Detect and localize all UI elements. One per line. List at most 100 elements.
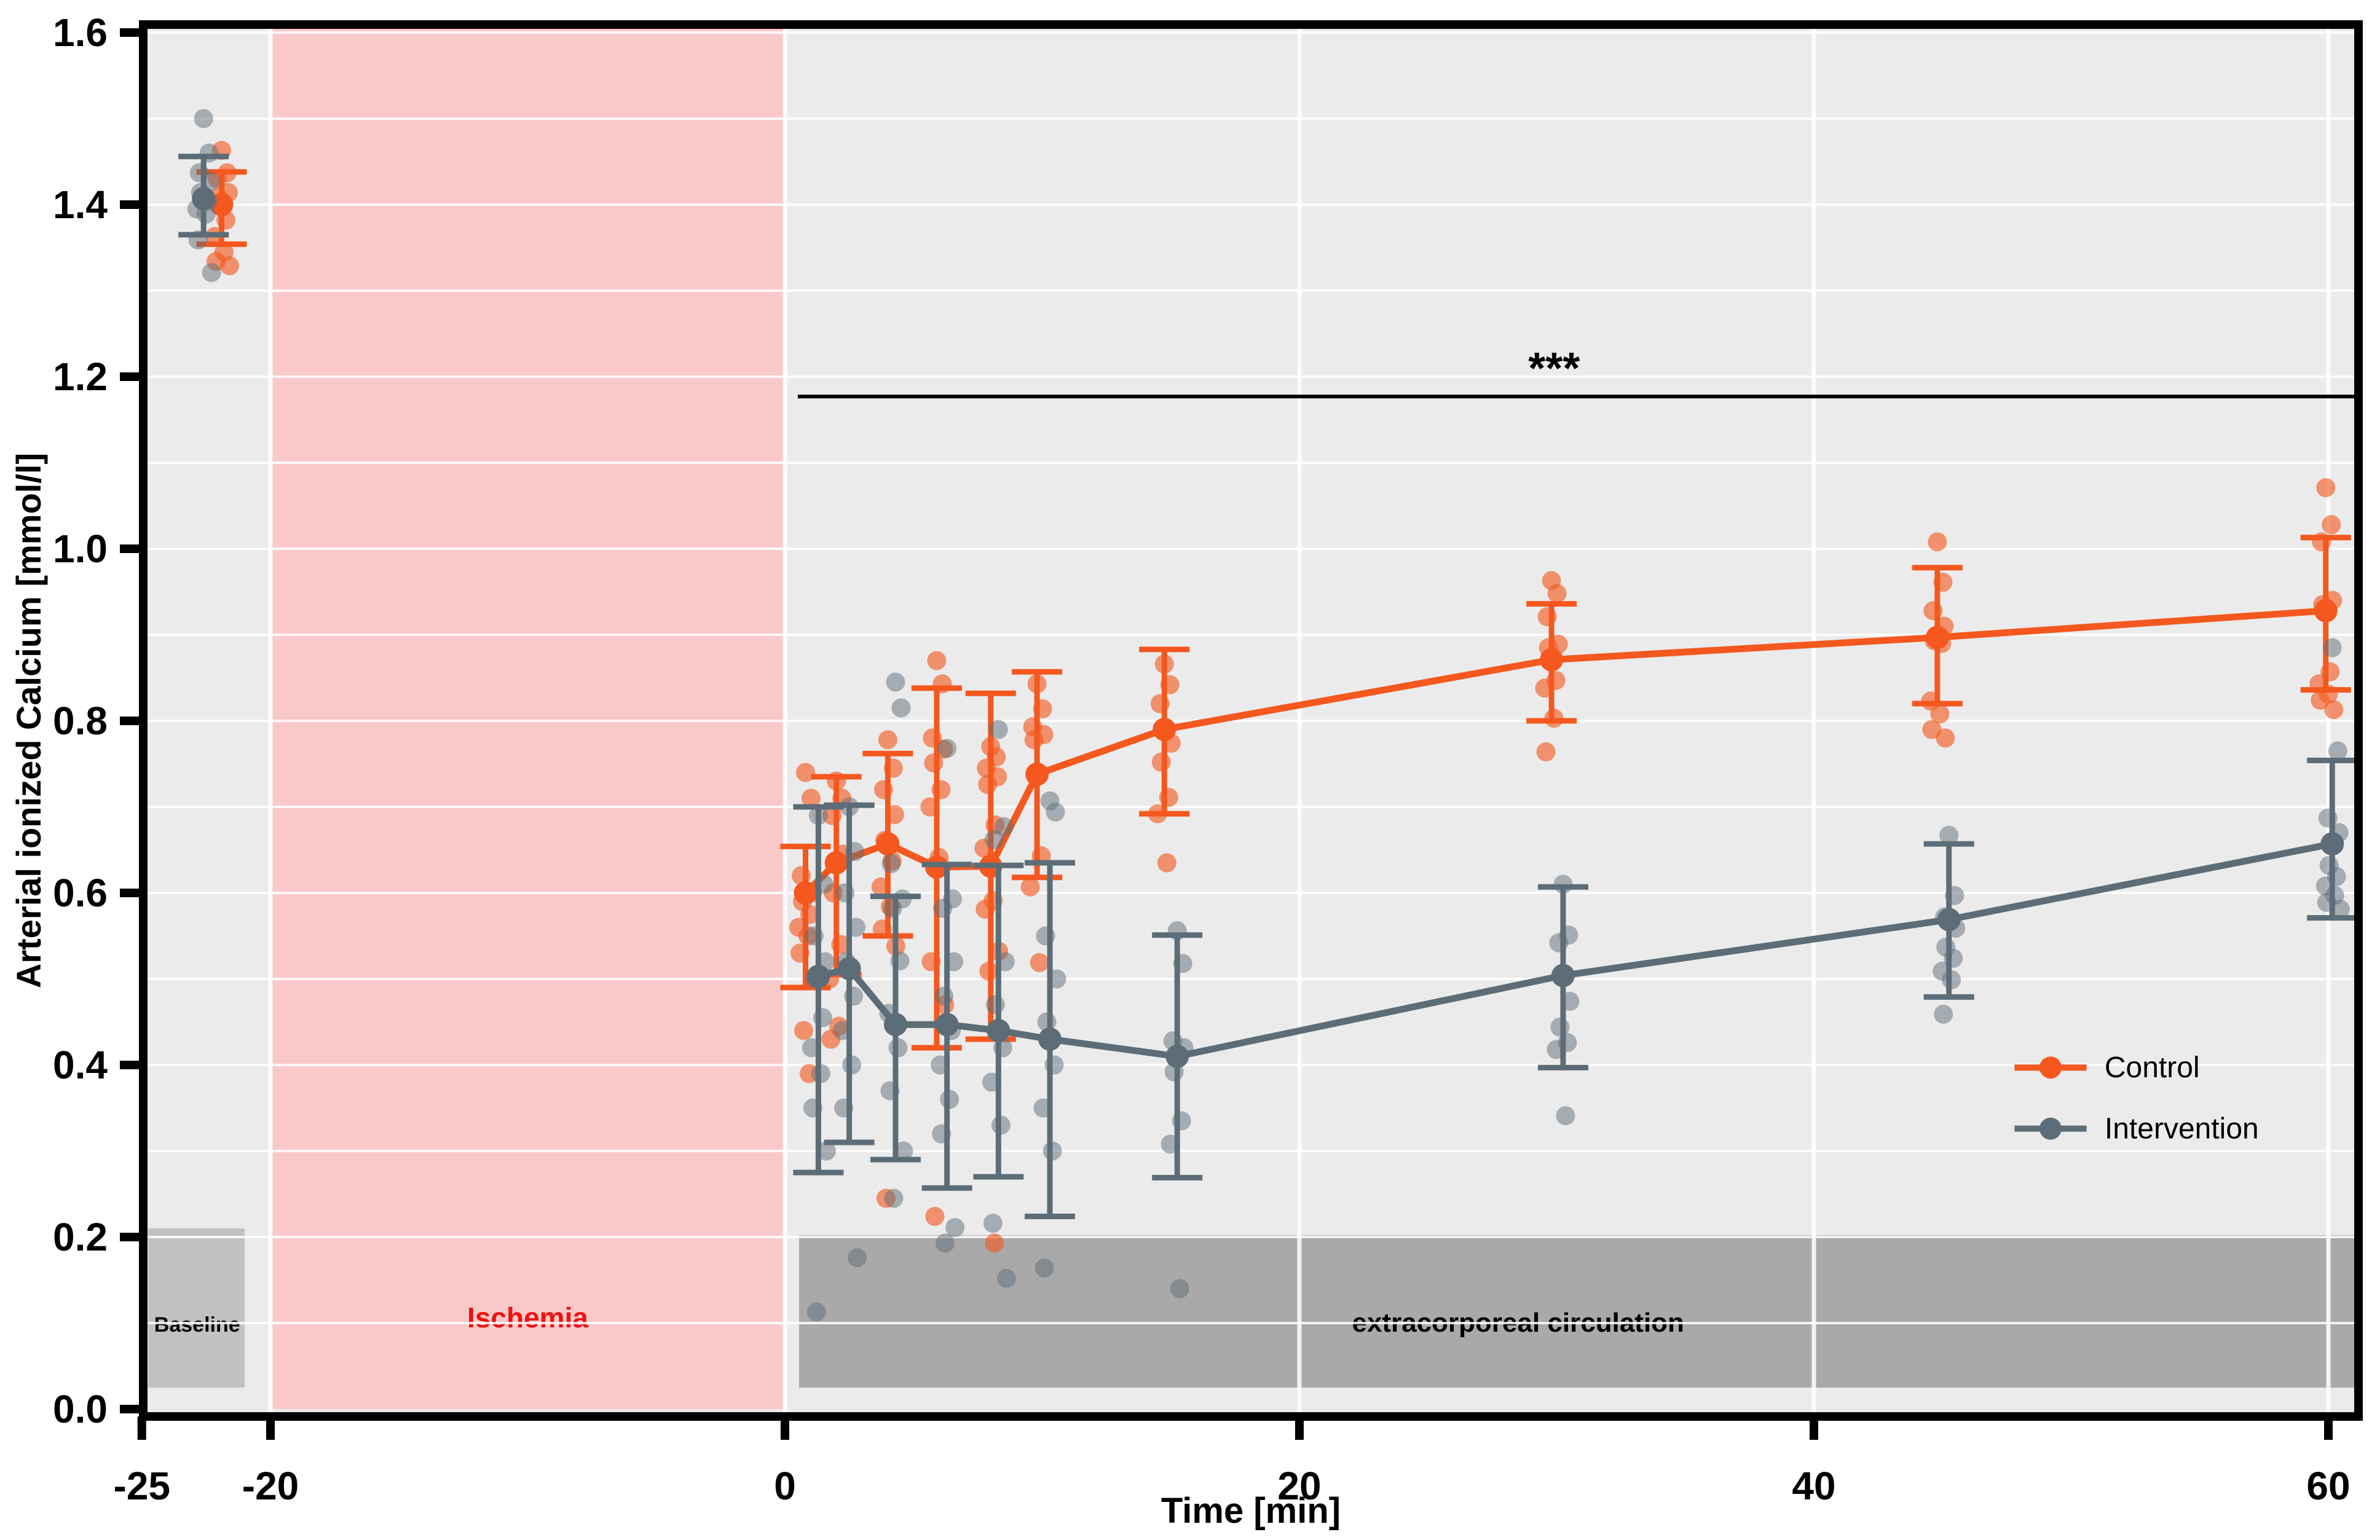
data-point bbox=[1930, 704, 1950, 724]
data-point bbox=[188, 230, 208, 249]
x-tick-label: 20 bbox=[1277, 1464, 1321, 1508]
data-point bbox=[1537, 607, 1557, 627]
y-tick-label: 1.0 bbox=[53, 527, 108, 571]
data-point bbox=[984, 830, 1004, 849]
data-point bbox=[842, 1055, 862, 1075]
data-point bbox=[991, 1115, 1011, 1135]
data-point bbox=[1556, 1106, 1575, 1126]
data-point bbox=[924, 753, 944, 773]
x-tick-label: 0 bbox=[774, 1464, 796, 1508]
data-point bbox=[996, 1268, 1016, 1288]
data-point bbox=[932, 674, 952, 694]
data-point bbox=[802, 1038, 821, 1058]
data-point bbox=[2320, 662, 2340, 682]
data-point bbox=[1027, 674, 1047, 694]
mean-point bbox=[2320, 832, 2344, 856]
data-point bbox=[2316, 478, 2336, 498]
data-point bbox=[800, 905, 819, 924]
mean-point bbox=[935, 1013, 959, 1037]
data-point bbox=[1547, 584, 1567, 603]
data-point bbox=[985, 1233, 1004, 1253]
data-point bbox=[934, 986, 954, 1006]
data-point bbox=[1547, 1040, 1566, 1059]
data-point bbox=[1160, 675, 1180, 694]
data-point bbox=[790, 943, 810, 963]
x-tick-label: 60 bbox=[2306, 1464, 2350, 1508]
data-point bbox=[979, 961, 999, 981]
data-point bbox=[794, 1021, 813, 1040]
data-point bbox=[920, 797, 940, 817]
data-point bbox=[1151, 752, 1171, 772]
data-point bbox=[846, 917, 866, 937]
data-point bbox=[982, 1072, 1001, 1092]
mean-point bbox=[824, 851, 848, 874]
ischemia-region-label: Ischemia bbox=[467, 1302, 588, 1334]
data-point bbox=[2312, 532, 2331, 552]
mean-point bbox=[1551, 964, 1575, 988]
data-point bbox=[1044, 1055, 1064, 1075]
data-point bbox=[1150, 694, 1170, 713]
mean-point bbox=[1937, 908, 1961, 932]
legend-marker-dot bbox=[2039, 1117, 2062, 1140]
mean-point bbox=[2314, 599, 2338, 623]
data-point bbox=[931, 780, 951, 799]
mean-point bbox=[1038, 1027, 1062, 1051]
data-point bbox=[1936, 728, 1955, 748]
data-point bbox=[871, 877, 891, 897]
y-tick-label: 0.0 bbox=[53, 1387, 108, 1431]
data-point bbox=[883, 758, 903, 778]
data-point bbox=[925, 1206, 945, 1226]
data-point bbox=[978, 775, 998, 795]
significance-layer: *** bbox=[797, 344, 2354, 399]
data-point bbox=[881, 854, 901, 873]
ecc-region bbox=[799, 1235, 2360, 1388]
data-point bbox=[1934, 1004, 1953, 1024]
data-point bbox=[795, 763, 815, 782]
data-point bbox=[2328, 741, 2347, 761]
data-point bbox=[219, 256, 239, 275]
data-point bbox=[834, 1098, 854, 1118]
axes-layer: -25 -20 0 20 40 60 0.0 0.2 0.4 0.6 0.8 1.0 1.2 1.4 1.6… bbox=[9, 10, 2363, 1531]
data-point bbox=[936, 1233, 955, 1253]
legend-item-control: Control bbox=[2105, 1051, 2200, 1084]
data-point bbox=[1549, 933, 1569, 953]
y-tick-label: 0.8 bbox=[53, 699, 108, 743]
data-point bbox=[2322, 638, 2342, 658]
y-axis-title: Arterial ionized Calcium [mmol/l] bbox=[9, 453, 48, 988]
data-point bbox=[1536, 742, 1556, 761]
data-point bbox=[1024, 730, 1044, 750]
data-point bbox=[1923, 601, 1943, 621]
data-point bbox=[921, 952, 941, 972]
data-point bbox=[937, 739, 957, 758]
data-point bbox=[1042, 1141, 1062, 1161]
x-tick-label: -25 bbox=[114, 1464, 171, 1508]
data-point bbox=[2322, 515, 2341, 535]
data-point bbox=[927, 651, 947, 670]
data-point bbox=[1945, 886, 1964, 905]
data-point bbox=[1922, 720, 1942, 739]
mean-point bbox=[1925, 626, 1949, 650]
mean-point bbox=[794, 881, 818, 905]
data-point bbox=[806, 1302, 826, 1322]
data-point bbox=[988, 720, 1008, 739]
data-point bbox=[1159, 788, 1178, 807]
mean-point bbox=[1165, 1045, 1189, 1068]
data-point bbox=[985, 995, 1005, 1015]
data-point bbox=[873, 780, 893, 799]
data-point bbox=[803, 1098, 822, 1118]
significance-stars: *** bbox=[1528, 344, 1580, 393]
data-point bbox=[1933, 573, 1953, 592]
data-point bbox=[932, 1124, 952, 1144]
mean-point bbox=[1540, 648, 1564, 672]
data-point bbox=[1033, 699, 1052, 718]
data-point bbox=[840, 797, 859, 817]
data-point bbox=[1944, 948, 1963, 968]
data-point bbox=[1167, 921, 1187, 941]
data-point bbox=[888, 1038, 908, 1058]
y-tick-label: 0.2 bbox=[53, 1215, 108, 1259]
data-point bbox=[1553, 874, 1573, 894]
mean-point bbox=[883, 1013, 907, 1037]
data-point bbox=[1942, 970, 1961, 989]
data-point bbox=[890, 951, 910, 971]
x-axis-title: Time [min] bbox=[1161, 1491, 1341, 1531]
